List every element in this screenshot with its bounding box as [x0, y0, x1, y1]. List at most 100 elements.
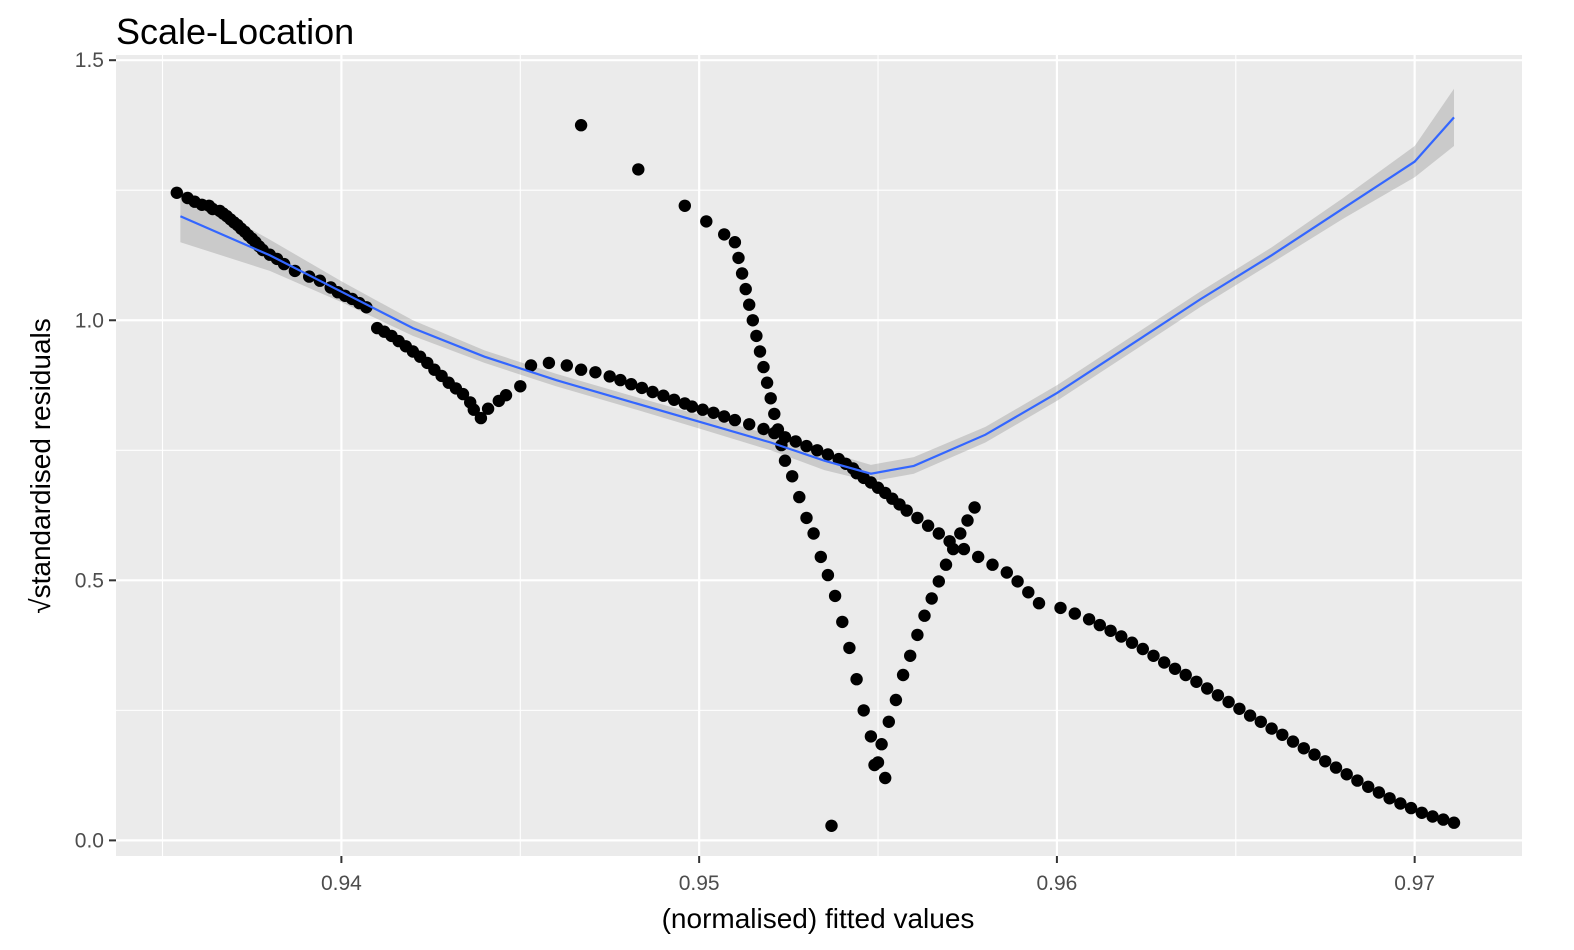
data-point [857, 704, 870, 717]
data-points [170, 119, 1461, 832]
y-axis-title: √standardised residuals [25, 318, 56, 614]
x-tick-label: 0.96 [1036, 872, 1077, 895]
chart-title: Scale-Location [116, 11, 354, 52]
data-point [828, 589, 842, 603]
data-point [560, 359, 573, 372]
data-point [904, 649, 917, 662]
data-point [811, 444, 824, 457]
data-point [814, 550, 827, 564]
data-point [1068, 607, 1082, 620]
data-point [1437, 813, 1450, 826]
x-axis-ticks: 0.94 0.95 0.96 0.97 [321, 856, 1435, 895]
data-point [864, 730, 878, 743]
data-point [793, 490, 806, 504]
data-point [646, 385, 659, 399]
data-point [760, 376, 774, 389]
data-point [800, 511, 813, 525]
major-gridlines [116, 55, 1522, 856]
data-point [821, 448, 835, 461]
data-point [771, 423, 785, 436]
data-point [635, 381, 649, 395]
data-point [1286, 735, 1300, 748]
data-point [972, 550, 985, 564]
data-point [1093, 618, 1107, 632]
data-point [757, 422, 770, 436]
data-point [735, 267, 749, 280]
data-point [732, 251, 745, 265]
data-point [746, 314, 759, 327]
data-point [1254, 715, 1268, 728]
data-point [625, 378, 638, 391]
data-point [1404, 801, 1418, 815]
data-point [743, 298, 756, 311]
data-point [836, 615, 849, 629]
data-point [921, 519, 935, 532]
y-tick-label: 1.5 [75, 49, 104, 72]
data-point [288, 264, 302, 278]
data-point [728, 413, 742, 427]
data-point [896, 668, 910, 682]
data-point [1201, 682, 1214, 695]
data-point [481, 402, 495, 415]
x-tick-label: 0.94 [321, 872, 362, 895]
data-point [1415, 806, 1429, 819]
data-point [1265, 722, 1278, 735]
data-point [1168, 662, 1182, 675]
data-point [1340, 768, 1353, 781]
data-point [900, 504, 913, 517]
data-point [932, 527, 945, 540]
data-point [456, 387, 470, 401]
data-point [807, 527, 820, 540]
data-point [1032, 597, 1046, 610]
data-point [789, 435, 802, 448]
data-point [1308, 748, 1321, 761]
y-axis-ticks: 0.0 0.5 1.0 1.5 [75, 49, 116, 852]
data-point [1447, 816, 1461, 829]
data-point [932, 575, 945, 588]
data-point [718, 228, 731, 241]
data-point [961, 514, 974, 527]
data-point [889, 693, 903, 707]
data-point [1329, 761, 1343, 774]
data-point [875, 738, 888, 751]
data-point [1222, 695, 1235, 709]
y-tick-label: 0.5 [75, 569, 104, 592]
data-point [1125, 636, 1139, 649]
data-point [764, 392, 777, 405]
data-point [768, 407, 781, 421]
data-point [474, 411, 488, 425]
data-point [1011, 575, 1024, 588]
data-point [1351, 774, 1364, 787]
data-point [786, 470, 799, 483]
data-point [1372, 786, 1386, 799]
x-tick-label: 0.97 [1394, 872, 1435, 895]
data-point [1082, 613, 1096, 626]
data-point [700, 215, 713, 228]
data-point [1233, 702, 1246, 715]
data-point [667, 393, 681, 406]
x-axis-title: (normalised) fitted values [662, 903, 975, 934]
data-point [614, 373, 627, 387]
data-point [1276, 728, 1289, 741]
data-point [739, 282, 752, 296]
data-point [743, 418, 756, 431]
data-point [1104, 624, 1117, 637]
data-point [678, 199, 691, 212]
data-point [360, 301, 373, 314]
data-point [1000, 566, 1013, 579]
data-point [954, 527, 967, 540]
data-point [1362, 780, 1375, 793]
data-point [1136, 642, 1150, 656]
data-point [1211, 689, 1225, 702]
data-point [467, 403, 480, 416]
data-point [1158, 656, 1171, 669]
data-point [1054, 601, 1067, 615]
data-point [696, 403, 709, 416]
data-point [825, 819, 838, 832]
data-point [632, 163, 645, 176]
data-point [843, 641, 856, 655]
data-point [800, 439, 813, 453]
data-point [1115, 630, 1128, 643]
data-point [778, 454, 792, 467]
data-point [968, 501, 981, 514]
